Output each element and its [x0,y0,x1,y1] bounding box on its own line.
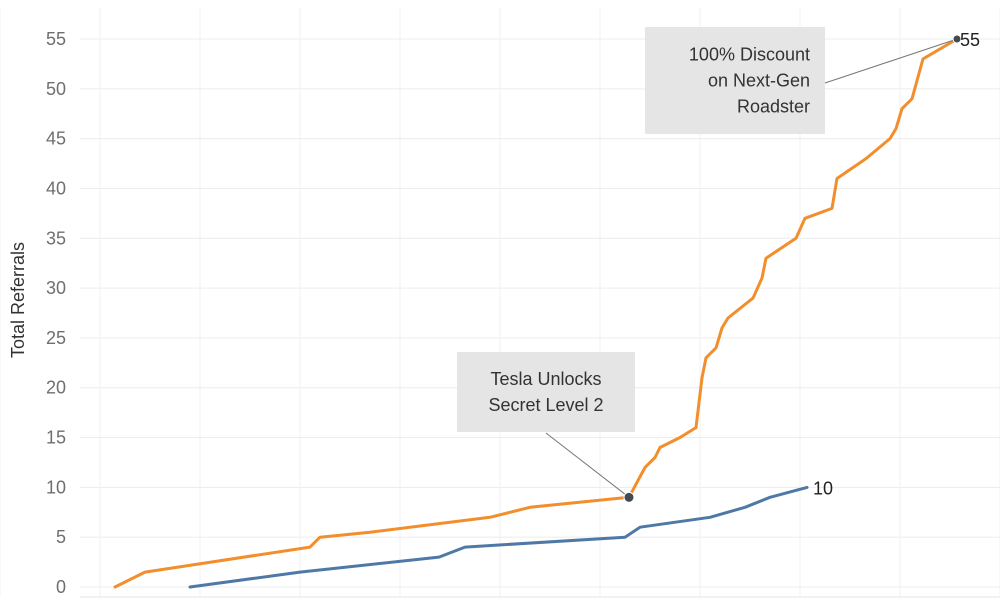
end-labels: 55 10 [813,30,980,498]
annotation-leader-line [545,432,630,498]
y-tick-label: 45 [46,129,66,149]
y-tick-label: 15 [46,428,66,448]
annotation-text-line: 100% Discount [689,45,810,65]
annotation-text-line: Tesla Unlocks [490,369,601,389]
annotation-marker [623,491,635,503]
y-tick-label: 40 [46,178,66,198]
series-end-label: 55 [960,30,980,50]
y-axis: 0 5 10 15 20 25 30 35 40 45 50 55 [46,29,66,597]
annotation-leader-line [824,38,958,84]
y-tick-label: 5 [56,527,66,547]
y-tick-label: 55 [46,29,66,49]
series-line-orange [113,37,959,589]
annotation-marker [952,34,962,44]
y-tick-label: 35 [46,228,66,248]
gridlines [0,8,1000,598]
annotation-text-line: on Next-Gen [708,71,810,91]
y-tick-label: 50 [46,79,66,99]
y-tick-label: 25 [46,328,66,348]
y-tick-label: 30 [46,278,66,298]
annotation-box [457,352,635,432]
annotations: Tesla Unlocks Secret Level 2 100% Discount… [457,27,962,503]
annotation-text-line: Secret Level 2 [488,395,603,415]
series-lines [113,37,959,589]
annotation: 100% Discount on Next-Gen Roadster [645,27,962,134]
y-tick-label: 0 [56,577,66,597]
y-axis-title: Total Referrals [8,242,28,358]
annotation-text-line: Roadster [737,97,810,117]
y-tick-label: 20 [46,378,66,398]
annotation-box [645,27,825,134]
annotation: Tesla Unlocks Secret Level 2 [457,352,635,503]
y-tick-label: 10 [46,477,66,497]
series-end-label: 10 [813,478,833,498]
series-line-blue [188,485,809,589]
